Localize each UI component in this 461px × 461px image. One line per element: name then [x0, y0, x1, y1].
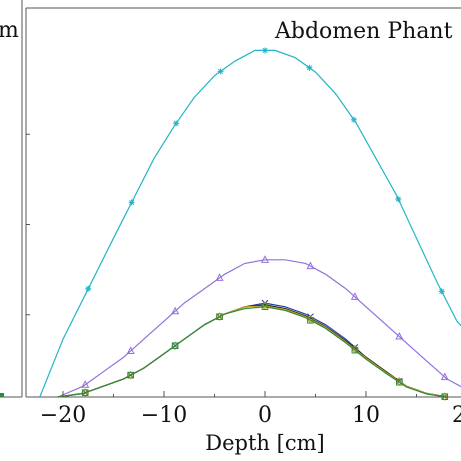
series-line [57, 305, 447, 398]
series-line [57, 304, 447, 398]
left-panel-title-fragment: m [0, 18, 19, 43]
x-axis-label: Depth [cm] [205, 431, 324, 455]
series-1 [39, 47, 461, 398]
data-point [395, 196, 402, 203]
data-point [81, 389, 89, 396]
data-point [261, 303, 269, 311]
data-point [171, 342, 179, 350]
x-tick-label: 0 [258, 403, 272, 428]
series-3 [57, 299, 449, 400]
data-point [350, 292, 359, 300]
plot-frame [25, 7, 461, 398]
x-tick-label: −20 [40, 403, 86, 428]
series-line [39, 49, 461, 398]
data-point [173, 120, 180, 127]
series-2 [57, 255, 461, 398]
series-6 [57, 303, 449, 401]
x-tick-label-edge: 2 [452, 403, 461, 428]
series-4 [57, 304, 447, 398]
data-point [441, 393, 449, 401]
data-point [85, 285, 92, 292]
left-panel-fragment: m [0, 0, 23, 398]
series-layer [39, 47, 461, 401]
data-point [260, 255, 270, 263]
data-point [215, 273, 224, 281]
data-point [307, 316, 314, 324]
data-point [438, 288, 445, 295]
series-line [57, 259, 461, 398]
data-point [217, 68, 224, 75]
data-point [306, 64, 313, 71]
data-point [350, 116, 357, 123]
series-line [57, 302, 447, 398]
x-tick-label: 10 [352, 403, 380, 428]
data-point [441, 392, 449, 401]
data-point [306, 261, 315, 270]
data-point [262, 47, 268, 54]
data-point [127, 371, 134, 379]
x-tick-label: −10 [141, 403, 187, 428]
data-point [126, 346, 135, 354]
data-point [171, 306, 180, 315]
x-axis-ticks: −20 −10 0 10 [40, 391, 417, 428]
series-line [57, 306, 447, 398]
data-point [81, 380, 90, 388]
left-panel-marker-fragment [0, 393, 4, 397]
y-axis-ticks [26, 133, 30, 316]
chart-title: Abdomen Phant [274, 19, 453, 44]
data-point [396, 378, 403, 386]
data-point [351, 346, 359, 354]
data-point [128, 199, 135, 206]
series-5 [57, 301, 449, 401]
data-point [216, 313, 223, 320]
data-point [395, 331, 404, 340]
data-point [440, 372, 449, 381]
